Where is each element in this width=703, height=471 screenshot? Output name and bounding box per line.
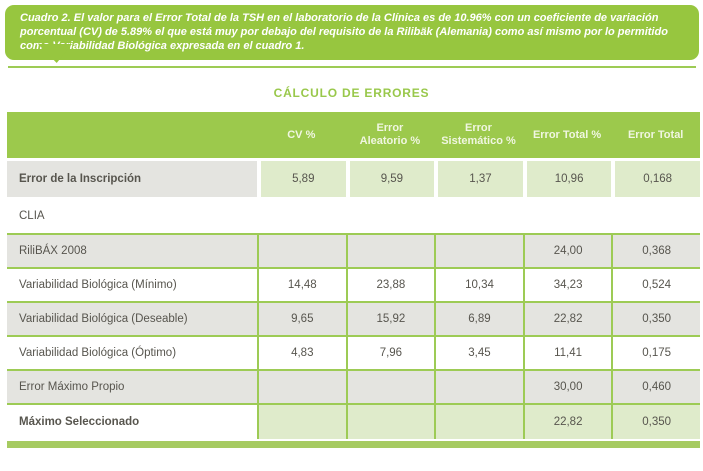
table-row: Error Máximo Propio 30,00 0,460 (7, 369, 700, 403)
cell-error-aleatorio: 9,59 (349, 161, 435, 197)
cell-error-total-percent: 10,96 (526, 161, 612, 197)
row-label: Error Máximo Propio (7, 371, 257, 403)
cell-error-total-percent: 22,82 (522, 405, 612, 439)
header-error-sistematico: Error Sistemático % (441, 122, 516, 147)
header-error-total: Error Total (627, 128, 684, 141)
row-label: Máximo Seleccionado (19, 416, 140, 428)
cell-error-total: 0,350 (611, 405, 700, 439)
row-label: Variabilidad Biológica (Mínimo) (19, 279, 177, 291)
cell-error-total-percent: 30,00 (522, 371, 612, 403)
header-error-aleatorio: Error Aleatorio % (359, 122, 421, 147)
table-header-row: CV % Error Aleatorio % Error Sistemático… (7, 112, 700, 158)
cell-cv (257, 371, 346, 403)
table-row: Variabilidad Biológica (Mínimo) 14,48 23… (7, 267, 700, 301)
cell-error-sistematico: 3,45 (434, 337, 523, 369)
cell-cv: 14,48 (257, 269, 346, 301)
cell-cv: 4,83 (257, 337, 346, 369)
cell-cv (257, 405, 346, 439)
caption-banner: Cuadro 2. El valor para el Error Total d… (5, 5, 699, 60)
cell-error-aleatorio (345, 235, 435, 267)
cell-error-total: 0,460 (611, 371, 700, 403)
cell-error-aleatorio (345, 405, 435, 439)
row-label: CLIA (19, 210, 45, 222)
errors-table: CV % Error Aleatorio % Error Sistemático… (7, 112, 700, 448)
cell-error-total (611, 199, 700, 233)
row-label: Variabilidad Biológica (Óptimo) (19, 347, 177, 359)
cell-error-total: 0,350 (611, 303, 700, 335)
cell-error-aleatorio (346, 199, 435, 233)
cell-error-sistematico (434, 405, 523, 439)
cell-error-total-percent: 34,23 (522, 269, 612, 301)
cell-error-total-percent: 22,82 (522, 303, 612, 335)
header-row-label (7, 112, 257, 158)
cell-error-total: 0,368 (611, 235, 700, 267)
cell-cv (257, 199, 346, 233)
row-label: Variabilidad Biológica (Deseable) (7, 303, 257, 335)
cell-error-aleatorio: 23,88 (345, 269, 435, 301)
table-row: Máximo Seleccionado 22,82 0,350 (7, 403, 700, 439)
row-label: Error de la Inscripción (7, 161, 257, 197)
table-row: Variabilidad Biológica (Deseable) 9,65 1… (7, 301, 700, 335)
divider-line (8, 66, 696, 68)
cell-error-sistematico: 6,89 (434, 303, 523, 335)
table-row: CLIA (7, 199, 700, 233)
table-title: CÁLCULO DE ERRORES (273, 86, 430, 100)
cell-error-total: 0,175 (611, 337, 700, 369)
cell-error-total-percent: 24,00 (522, 235, 612, 267)
cell-error-sistematico: 1,37 (438, 161, 523, 197)
cell-error-sistematico (434, 235, 523, 267)
cell-error-sistematico (434, 371, 523, 403)
cell-cv: 5,89 (261, 161, 346, 197)
cell-error-total: 0,168 (615, 161, 700, 197)
cell-error-total: 0,524 (611, 269, 700, 301)
cell-cv (257, 235, 346, 267)
table-row: Variabilidad Biológica (Óptimo) 4,83 7,9… (7, 335, 700, 369)
cell-error-aleatorio: 15,92 (345, 303, 435, 335)
table-row: RiliBÁX 2008 24,00 0,368 (7, 233, 700, 267)
cell-cv: 9,65 (257, 303, 346, 335)
header-cv-percent: CV % (287, 128, 316, 141)
cell-error-sistematico: 10,34 (434, 269, 523, 301)
header-error-total-percent: Error Total % (532, 128, 602, 141)
table-footer-bar (7, 441, 700, 448)
cell-error-total-percent (523, 199, 612, 233)
table-row: Error de la Inscripción 5,89 9,59 1,37 1… (7, 161, 700, 197)
cell-error-aleatorio: 7,96 (345, 337, 435, 369)
cell-error-total-percent: 11,41 (522, 337, 612, 369)
cell-error-sistematico (434, 199, 523, 233)
row-label: RiliBÁX 2008 (7, 235, 257, 267)
cell-error-aleatorio (345, 371, 435, 403)
caption-text: Cuadro 2. El valor para el Error Total d… (20, 12, 668, 52)
